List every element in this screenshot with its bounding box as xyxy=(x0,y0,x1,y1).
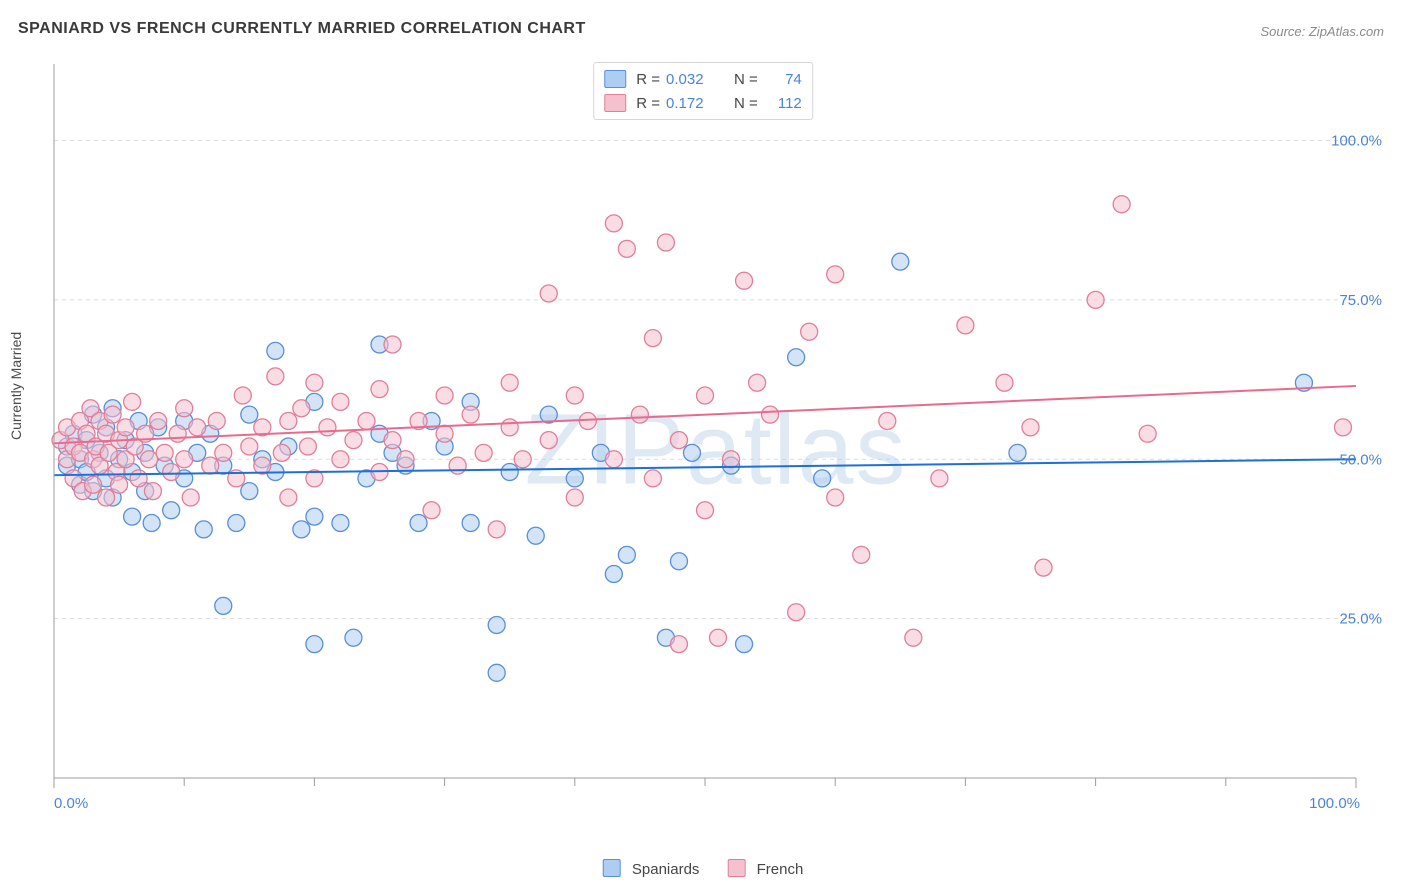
corr-row-spaniards: R = 0.032 N = 74 xyxy=(604,67,802,91)
legend-swatch-spaniards xyxy=(603,859,621,877)
corr-swatch-spaniards xyxy=(604,70,626,88)
corr-r-value-french: 0.172 xyxy=(666,95,724,112)
svg-text:100.0%: 100.0% xyxy=(1331,133,1382,150)
series-legend: Spaniards French xyxy=(603,859,804,878)
legend-label-spaniards: Spaniards xyxy=(632,861,700,878)
legend-label-french: French xyxy=(757,861,804,878)
corr-r-label: R = xyxy=(636,71,660,88)
legend-item-spaniards: Spaniards xyxy=(603,859,700,878)
corr-swatch-french xyxy=(604,94,626,112)
svg-text:100.0%: 100.0% xyxy=(1309,795,1360,812)
legend-item-french: French xyxy=(727,859,803,878)
corr-n-label: N = xyxy=(734,95,758,112)
svg-text:ZIPatlas: ZIPatlas xyxy=(525,394,908,506)
source-label: Source: ZipAtlas.com xyxy=(1260,24,1384,39)
chart-title: SPANIARD VS FRENCH CURRENTLY MARRIED COR… xyxy=(18,20,586,38)
svg-text:75.0%: 75.0% xyxy=(1339,292,1382,309)
svg-text:50.0%: 50.0% xyxy=(1339,451,1382,468)
chart-area: ZIPatlas 25.0% 50.0% 75.0% 100.0% 0.0% 100.0% xyxy=(46,58,1386,818)
svg-text:25.0%: 25.0% xyxy=(1339,611,1382,628)
corr-row-french: R = 0.172 N = 112 xyxy=(604,91,802,115)
corr-n-label: N = xyxy=(734,71,758,88)
scatter-chart: ZIPatlas 25.0% 50.0% 75.0% 100.0% 0.0% 100.0% xyxy=(46,58,1386,818)
corr-n-value-french: 112 xyxy=(764,95,802,112)
corr-n-value-spaniards: 74 xyxy=(764,71,802,88)
corr-r-value-spaniards: 0.032 xyxy=(666,71,724,88)
svg-text:0.0%: 0.0% xyxy=(54,795,88,812)
correlation-legend: R = 0.032 N = 74 R = 0.172 N = 112 xyxy=(593,62,813,120)
corr-r-label: R = xyxy=(636,95,660,112)
legend-swatch-french xyxy=(727,859,745,877)
y-axis-label: Currently Married xyxy=(8,332,24,440)
